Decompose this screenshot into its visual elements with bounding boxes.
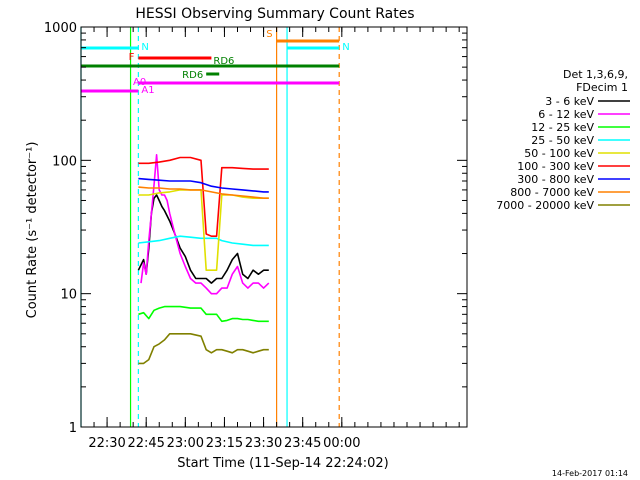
series-line-3 (138, 235, 269, 247)
legend-label-1: 6 - 12 keV (538, 108, 594, 121)
series-line-8 (138, 333, 269, 365)
flag-label-2: S (266, 29, 272, 40)
x-tick-label-1: 22:45 (127, 436, 164, 451)
series-line-1 (140, 154, 270, 295)
legend-label-6: 300 - 800 keV (517, 173, 594, 186)
series-line-4 (138, 189, 269, 271)
x-tick-label-2: 23:00 (167, 436, 204, 451)
series-line-0 (137, 194, 269, 284)
x-tick-label-6: 00:00 (323, 436, 360, 451)
flag-label-5: RD6 (182, 70, 203, 81)
series-line-7 (138, 186, 269, 199)
legend-label-8: 7000 - 20000 keV (496, 199, 594, 212)
y-tick-label-3: 1000 (44, 21, 77, 36)
legend-label-5: 100 - 300 keV (517, 160, 594, 173)
x-tick-label-3: 23:15 (206, 436, 243, 451)
flag-label-0: N (141, 42, 148, 53)
flag-label-4: RD6 (213, 56, 234, 67)
y-tick-label-2: 100 (52, 154, 77, 169)
legend-label-2: 12 - 25 keV (531, 121, 594, 134)
flag-bars: NNSFRD6RD6A0A1 (81, 29, 350, 96)
legend-label-3: 25 - 50 keV (531, 134, 594, 147)
x-tick-label-4: 23:30 (245, 436, 282, 451)
plot-frame (80, 26, 468, 428)
flag-label-1: N (342, 42, 349, 53)
y-tick-label-1: 10 (60, 288, 77, 303)
y-axis-label: Count Rate (s⁻¹ detector⁻¹) (25, 142, 40, 319)
flag-label-7: A1 (141, 85, 154, 96)
x-tick-label-5: 23:45 (284, 436, 321, 451)
plot-area (80, 27, 340, 427)
series-line-2 (138, 305, 269, 323)
x-tick-label-0: 22:30 (88, 436, 125, 451)
y-axis: 1 10 100 1000 (44, 21, 467, 436)
x-axis-label: Start Time (11-Sep-14 22:24:02) (177, 456, 388, 471)
chart-title: HESSI Observing Summary Count Rates (135, 6, 414, 22)
legend-label-0: 3 - 6 keV (545, 95, 594, 108)
series-line-5 (138, 156, 269, 237)
legend-label-7: 800 - 7000 keV (510, 186, 594, 199)
footer-timestamp: 14-Feb-2017 01:14 (552, 469, 628, 478)
series-line-6 (138, 177, 269, 193)
x-axis: 22:30 22:45 23:00 23:15 23:30 23:45 00:00 (88, 27, 460, 451)
y-tick-label-0: 1 (69, 421, 77, 436)
legend-header-line-1: Det 1,3,6,9, (563, 68, 628, 81)
flag-label-3: F (129, 52, 135, 63)
legend-label-4: 50 - 100 keV (524, 147, 594, 160)
legend-header-line-2: FDecim 1 (576, 81, 628, 94)
